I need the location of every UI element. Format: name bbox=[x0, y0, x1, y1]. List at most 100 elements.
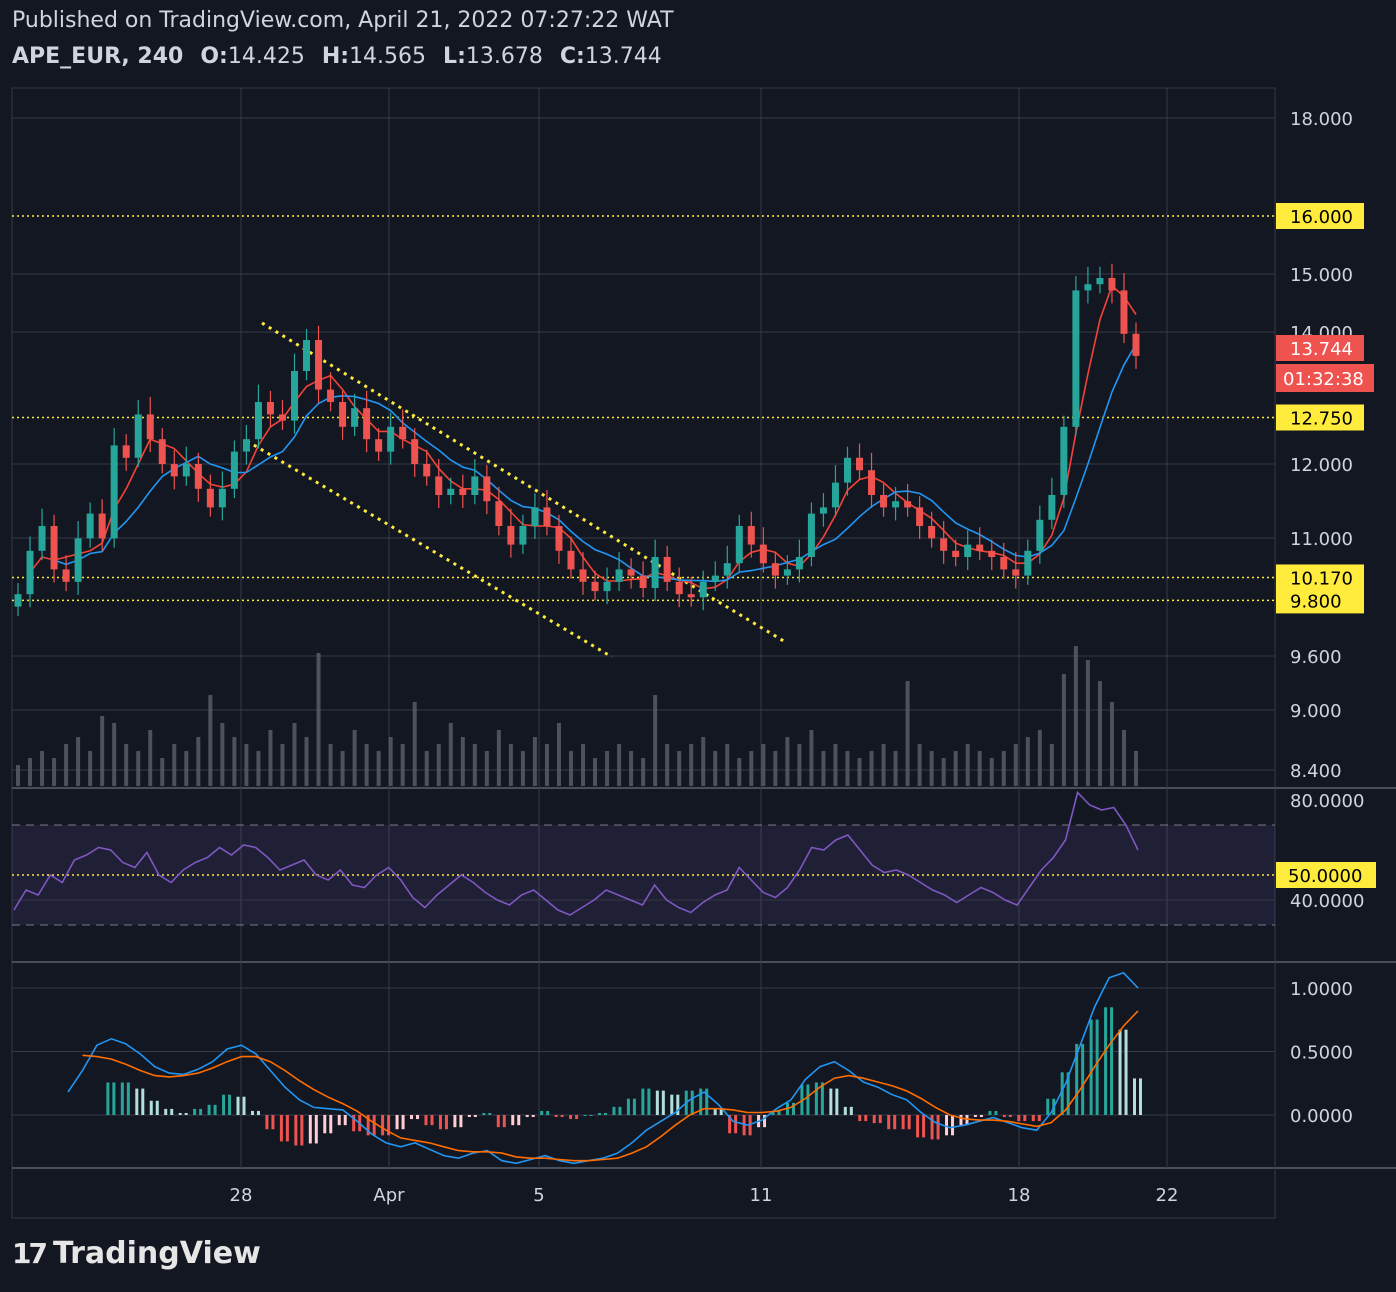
tradingview-logo[interactable]: 17 TradingView bbox=[12, 1236, 261, 1271]
candle-body bbox=[940, 538, 948, 551]
candle-body bbox=[230, 451, 238, 489]
candle-body bbox=[399, 426, 407, 440]
volume-bar bbox=[857, 758, 862, 786]
macd-hist-bar bbox=[1031, 1115, 1035, 1122]
candle-body bbox=[471, 476, 479, 495]
x-tick-label: 28 bbox=[230, 1185, 253, 1206]
macd-hist-bar bbox=[742, 1115, 746, 1136]
macd-hist-bar bbox=[893, 1115, 897, 1130]
x-tick-label: 5 bbox=[533, 1185, 544, 1206]
volume-bar bbox=[364, 744, 369, 786]
macd-hist-bar bbox=[777, 1110, 781, 1115]
macd-hist-bar bbox=[444, 1115, 448, 1130]
macd-hist-bar bbox=[236, 1096, 240, 1115]
candle-body bbox=[387, 426, 395, 452]
macd-hist-bar bbox=[626, 1098, 630, 1115]
candle-body bbox=[218, 488, 226, 508]
macd-hist-bar bbox=[149, 1100, 153, 1115]
candle-body bbox=[1132, 333, 1140, 356]
macd-hist-bar bbox=[690, 1090, 694, 1115]
macd-hist-bar bbox=[1110, 1007, 1114, 1115]
macd-hist-bar bbox=[329, 1115, 333, 1134]
macd-hist-bar bbox=[250, 1110, 254, 1115]
candle-body bbox=[134, 414, 142, 458]
ohlc-legend: APE_EUR, 240 O:14.425 H:14.565 L:13.678 … bbox=[12, 44, 662, 69]
low-value: 13.678 bbox=[465, 44, 543, 69]
last-price-tag bbox=[1276, 335, 1364, 361]
macd-hist-bar bbox=[771, 1110, 775, 1115]
level-label: 10.170 bbox=[1290, 568, 1353, 589]
macd-hist-bar bbox=[453, 1115, 457, 1128]
macd-hist-bar bbox=[1104, 1007, 1108, 1115]
countdown-label: 01:32:38 bbox=[1283, 369, 1364, 390]
candle-body bbox=[182, 464, 190, 477]
symbol-label[interactable]: APE_EUR, 240 bbox=[12, 44, 184, 69]
volume-bar bbox=[737, 758, 742, 786]
candle-body bbox=[507, 526, 515, 545]
macd-hist-bar bbox=[641, 1088, 645, 1115]
volume-bar bbox=[232, 737, 237, 786]
macd-hist-bar bbox=[1118, 1029, 1122, 1115]
volume-bar bbox=[689, 744, 694, 786]
macd-hist-bar bbox=[410, 1115, 414, 1120]
macd-hist-bar bbox=[482, 1112, 486, 1115]
macd-hist-bar bbox=[1017, 1115, 1021, 1122]
rsi-line bbox=[13, 790, 1139, 916]
low-key: L: bbox=[443, 44, 466, 69]
candle-body bbox=[1048, 495, 1056, 520]
macd-tick-label: 1.0000 bbox=[1290, 979, 1353, 1000]
x-tick-label: 22 bbox=[1156, 1185, 1179, 1206]
candle-body bbox=[278, 414, 286, 421]
macd-hist-bar bbox=[106, 1082, 110, 1115]
candlesticks[interactable] bbox=[14, 263, 1140, 616]
plot-border bbox=[11, 87, 1276, 1219]
volume-bar bbox=[629, 751, 634, 786]
macd-hist-bar bbox=[945, 1115, 949, 1136]
candle-body bbox=[675, 581, 683, 595]
macd-hist-bar bbox=[271, 1115, 275, 1130]
candle-body bbox=[603, 581, 611, 592]
macd-hist-bar bbox=[973, 1115, 977, 1118]
macd-hist-bar bbox=[120, 1082, 124, 1115]
macd-line bbox=[67, 971, 1139, 1165]
countdown-tag bbox=[1276, 364, 1374, 392]
volume-bar bbox=[1013, 744, 1018, 786]
macd-hist-bar bbox=[372, 1115, 376, 1136]
volume-bar bbox=[965, 744, 970, 786]
macd-hist-bar bbox=[1139, 1078, 1142, 1115]
candle-body bbox=[831, 482, 839, 508]
candle-body bbox=[62, 569, 70, 582]
macd-hist-bar bbox=[1008, 1115, 1012, 1118]
candle-body bbox=[158, 439, 166, 464]
candle-body bbox=[435, 476, 443, 495]
macd-hist-bar bbox=[184, 1112, 188, 1115]
volume-bar bbox=[593, 758, 598, 786]
volume-bar bbox=[268, 730, 273, 786]
macd-hist-bar bbox=[705, 1088, 709, 1115]
macd-hist-bar bbox=[554, 1115, 558, 1118]
candle-body bbox=[170, 464, 178, 477]
high-value: 14.565 bbox=[349, 44, 427, 69]
chart-frame bbox=[11, 87, 1396, 1219]
candle-body bbox=[327, 389, 335, 402]
volume-bar bbox=[172, 744, 177, 786]
candle-body bbox=[1108, 278, 1116, 291]
price-axis[interactable]: 18.00015.00014.00012.00011.0009.6009.000… bbox=[1276, 109, 1376, 1127]
volume-bar bbox=[16, 765, 20, 786]
macd-hist-bar bbox=[1095, 1019, 1099, 1115]
time-axis[interactable]: 28 Apr 5 11 18 22 bbox=[230, 1185, 1179, 1206]
macd-hist-bar bbox=[676, 1094, 680, 1115]
macd-hist-bar bbox=[994, 1110, 998, 1115]
macd-hist-bar bbox=[314, 1115, 318, 1144]
macd-hist-bar bbox=[719, 1108, 723, 1115]
candle-body bbox=[14, 594, 22, 607]
candle-body bbox=[1060, 426, 1068, 495]
volume-bar bbox=[605, 751, 610, 786]
volume-bar bbox=[292, 723, 297, 786]
ma-fast-line bbox=[29, 284, 1137, 590]
macd-hist-bar bbox=[1089, 1019, 1093, 1115]
volume-bar bbox=[88, 751, 93, 786]
volume-bar bbox=[665, 744, 670, 786]
macd-hist-bar bbox=[878, 1115, 882, 1124]
